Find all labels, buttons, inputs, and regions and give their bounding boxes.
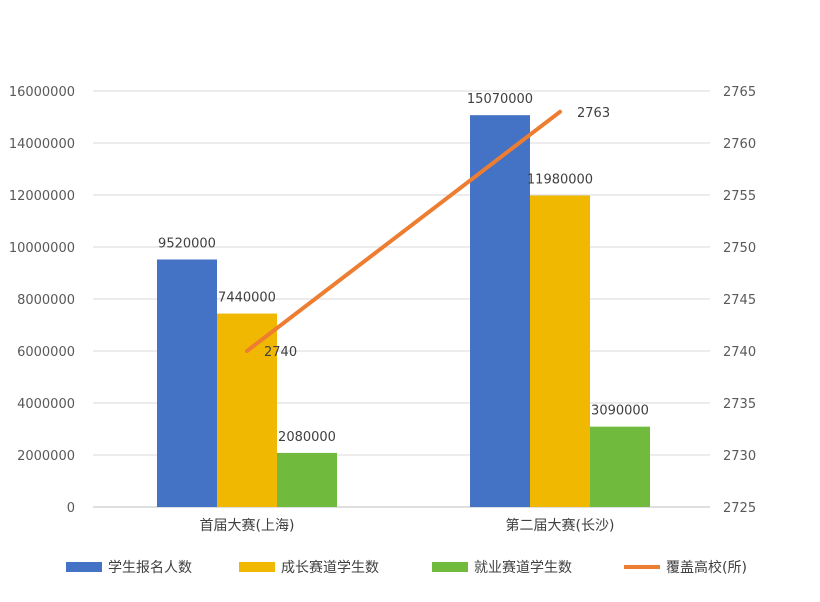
category-label: 首届大赛(上海) <box>200 518 295 534</box>
line-path <box>245 109 562 353</box>
right-tick-label: 2750 <box>723 241 756 256</box>
left-tick-label: 12000000 <box>9 189 75 204</box>
bar-data-label: 7440000 <box>218 291 276 306</box>
bar <box>470 115 530 508</box>
legend-label: 学生报名人数 <box>108 560 192 576</box>
legend-label: 就业赛道学生数 <box>474 560 572 576</box>
bar-data-label: 15070000 <box>467 92 533 107</box>
bar <box>530 195 590 507</box>
right-tick-label: 2735 <box>723 397 756 412</box>
right-tick-label: 2725 <box>723 501 756 516</box>
bar <box>590 426 650 507</box>
bar-data-label: 11980000 <box>527 173 593 188</box>
right-tick-label: 2760 <box>723 137 756 152</box>
legend-label: 覆盖高校(所) <box>666 559 747 576</box>
bars <box>157 115 650 508</box>
legend-swatch <box>432 562 468 572</box>
legend: 学生报名人数 成长赛道学生数 就业赛道学生数 覆盖高校(所) <box>66 559 747 576</box>
bar <box>157 259 217 507</box>
left-tick-label: 2000000 <box>17 449 75 464</box>
left-axis: 0 2000000 4000000 6000000 8000000 10000000 120… <box>9 85 75 516</box>
right-tick-label: 2755 <box>723 189 756 204</box>
left-tick-label: 8000000 <box>17 293 75 308</box>
right-tick-label: 2740 <box>723 345 756 360</box>
left-tick-label: 10000000 <box>9 241 75 256</box>
bar <box>277 452 337 507</box>
right-tick-label: 2765 <box>723 85 756 100</box>
left-tick-label: 16000000 <box>9 85 75 100</box>
bar-data-label: 9520000 <box>158 236 216 251</box>
right-tick-label: 2730 <box>723 449 756 464</box>
left-tick-label: 14000000 <box>9 137 75 152</box>
line-series <box>245 109 562 353</box>
data-labels: 9520000 15070000 7440000 11980000 2080000 309… <box>158 92 649 445</box>
bar <box>217 313 277 507</box>
right-axis: 2725 2730 2735 2740 2745 2750 2755 2760 2765 <box>723 85 756 516</box>
category-label: 第二届大赛(长沙) <box>506 517 615 534</box>
left-tick-label: 4000000 <box>17 397 75 412</box>
line-data-label: 2740 <box>264 345 297 360</box>
bar-data-label: 2080000 <box>278 430 336 445</box>
right-tick-label: 2745 <box>723 293 756 308</box>
category-axis: 首届大赛(上海) 第二届大赛(长沙) <box>200 517 615 534</box>
line-data-label: 2763 <box>577 106 610 121</box>
left-tick-label: 6000000 <box>17 345 75 360</box>
legend-swatch <box>66 562 102 572</box>
legend-label: 成长赛道学生数 <box>281 560 379 576</box>
left-tick-label: 0 <box>67 501 75 516</box>
legend-swatch <box>239 562 275 572</box>
bar-data-label: 3090000 <box>591 404 649 419</box>
